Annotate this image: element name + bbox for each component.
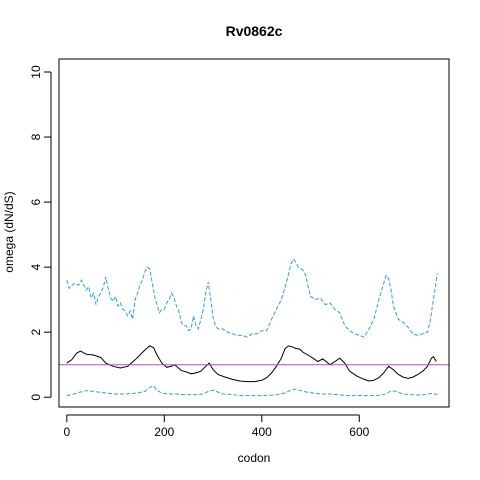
y-tick-label-6: 6	[29, 198, 43, 205]
y-tick-label-0: 0	[29, 394, 43, 401]
y-tick-label-8: 8	[29, 133, 43, 140]
series-line-0	[66, 345, 437, 383]
chart-title: Rv0862c	[226, 23, 283, 39]
x-tick-label-400: 400	[252, 425, 272, 439]
y-tick-label-2: 2	[29, 329, 43, 336]
series-line-1	[66, 258, 438, 338]
y-tick-label-10: 10	[29, 65, 43, 79]
x-tick-label-200: 200	[154, 425, 174, 439]
y-tick-label-4: 4	[29, 263, 43, 270]
series-line-2	[66, 385, 438, 397]
plot-area: 0 200 400 600 0 2 4 6 8 10	[29, 58, 450, 439]
plot-frame	[58, 58, 450, 408]
y-axis-label: omega (dN/dS)	[2, 191, 16, 272]
x-axis-label: codon	[238, 451, 271, 465]
x-tick-label-0: 0	[63, 425, 70, 439]
x-tick-label-600: 600	[349, 425, 369, 439]
